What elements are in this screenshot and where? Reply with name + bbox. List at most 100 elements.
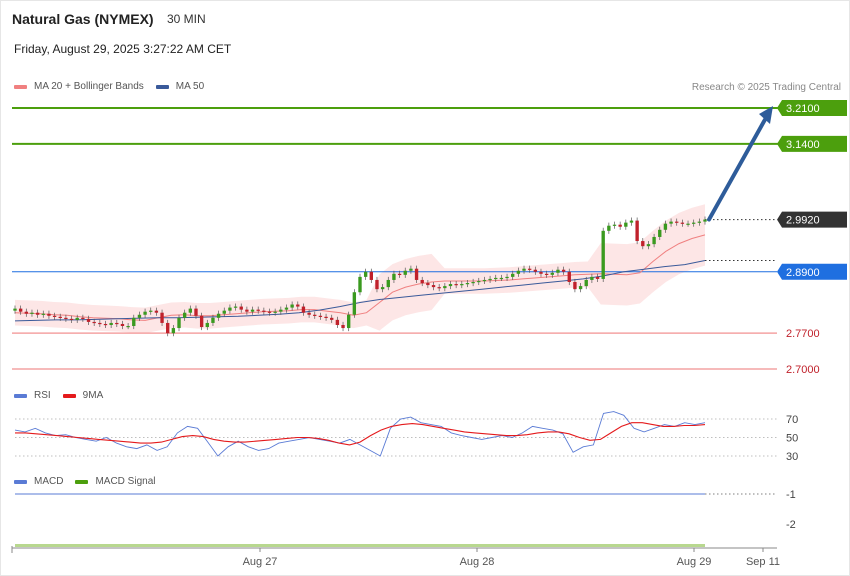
candle-body <box>13 308 17 311</box>
candle-body <box>499 277 504 280</box>
candle <box>624 219 628 230</box>
candle <box>284 304 289 313</box>
candle-body <box>92 321 96 324</box>
candle <box>318 312 323 320</box>
candle-body <box>454 284 458 286</box>
candle <box>256 306 260 314</box>
candle-body <box>296 304 300 307</box>
candle-body <box>194 308 198 316</box>
bollinger-band-area <box>15 204 705 334</box>
x-tick-label: Aug 29 <box>677 556 712 568</box>
candle <box>301 303 306 316</box>
candle-body <box>307 312 311 315</box>
candle-body <box>216 313 221 318</box>
candle-body <box>550 272 554 275</box>
candle-body <box>561 269 566 272</box>
candle-body <box>222 310 226 314</box>
candle-body <box>578 286 583 290</box>
candle-body <box>556 269 560 273</box>
candle <box>669 218 673 227</box>
candle <box>516 267 521 277</box>
candle-body <box>143 311 147 315</box>
legend-item-rsi: RSI <box>14 390 51 401</box>
candle-body <box>35 312 40 315</box>
level-current-2: 2.9920 <box>705 211 847 228</box>
candle <box>171 324 176 337</box>
rsi-tick-label: 70 <box>786 414 798 426</box>
candle-body <box>64 317 68 320</box>
candle-body <box>488 278 492 281</box>
candle <box>341 321 345 332</box>
candle-body <box>516 270 521 274</box>
candle <box>132 314 136 330</box>
level-label: 2.7000 <box>786 364 820 376</box>
level-tag <box>777 263 847 280</box>
candle <box>369 268 373 284</box>
candle-body <box>703 219 707 222</box>
candle-body <box>618 224 622 227</box>
candle-body <box>352 292 357 315</box>
legend-label: MACD <box>34 476 64 487</box>
legend-label: MA 50 <box>175 81 205 92</box>
rsi-line <box>14 411 706 457</box>
candle <box>86 315 91 325</box>
candle-body <box>126 326 130 328</box>
candle <box>166 319 170 337</box>
candle-body <box>646 244 651 247</box>
candle-body <box>182 312 187 318</box>
candle <box>686 220 690 227</box>
candle-body <box>330 317 334 320</box>
candle-body <box>205 322 209 328</box>
candle <box>522 265 526 274</box>
candle <box>448 280 453 290</box>
candle <box>177 314 181 332</box>
candle <box>358 273 362 296</box>
candle <box>443 283 447 292</box>
candle <box>120 320 125 330</box>
candle <box>115 319 119 328</box>
candle <box>680 219 685 227</box>
candle-body <box>584 279 588 287</box>
candle-body <box>460 284 464 286</box>
candle-body <box>595 276 600 279</box>
level-tag <box>777 100 847 116</box>
candle <box>646 241 651 250</box>
candles <box>13 216 707 337</box>
candle <box>330 314 334 323</box>
candle-body <box>612 224 617 226</box>
candle <box>239 303 243 313</box>
candle-body <box>211 317 215 323</box>
candle <box>437 284 441 292</box>
candle-body <box>256 309 260 311</box>
candle <box>273 308 277 316</box>
candle-body <box>103 323 108 326</box>
candle-body <box>324 316 328 318</box>
candle-body <box>522 268 526 271</box>
candle-body <box>69 318 74 321</box>
candle <box>477 277 481 286</box>
candle <box>296 301 300 310</box>
candle <box>126 322 130 330</box>
candle <box>578 283 583 293</box>
candle <box>488 275 492 284</box>
candle-body <box>533 269 538 272</box>
level-tag <box>777 211 847 228</box>
macd-legend: MACD MACD Signal <box>14 476 167 487</box>
candle <box>505 273 509 281</box>
candle <box>307 309 311 318</box>
candle <box>675 218 679 226</box>
level-pivot-3: 2.8900 <box>12 263 847 280</box>
candle <box>47 310 51 319</box>
candle <box>160 309 164 327</box>
level-support-4: 2.7700 <box>12 328 820 340</box>
candle <box>228 304 232 314</box>
macd-panel: -1 -2 <box>15 489 796 547</box>
candle-body <box>47 313 51 316</box>
candle <box>267 308 272 316</box>
candle-body <box>273 311 277 313</box>
candle-body <box>239 306 243 310</box>
candle <box>352 289 357 318</box>
candle <box>143 308 147 318</box>
candle-body <box>228 307 232 311</box>
candle <box>641 237 645 250</box>
